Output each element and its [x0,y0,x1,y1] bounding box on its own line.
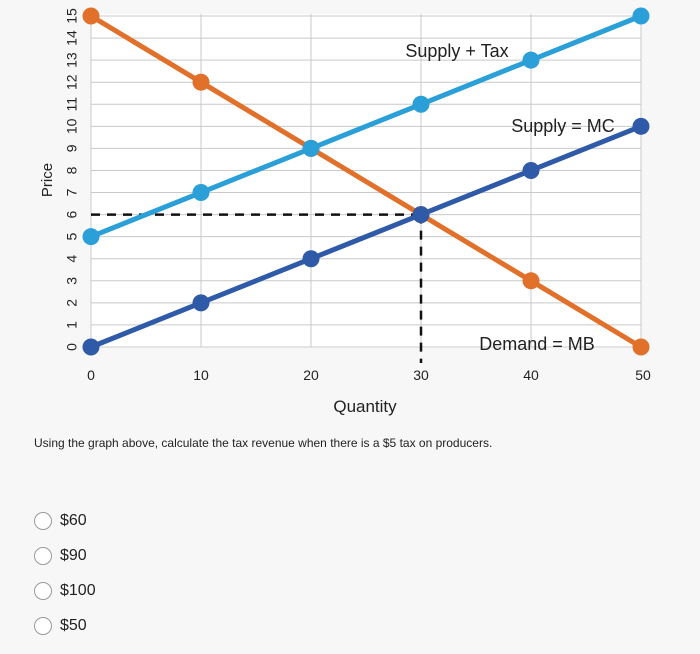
answer-option-90[interactable]: $90 [34,538,96,573]
data-point [412,95,430,113]
series-points [82,7,650,356]
series-label: Demand = MB [479,334,595,354]
y-tick-label: 2 [64,299,80,307]
radio-button[interactable] [34,546,52,565]
y-tick-label: 1 [64,321,80,329]
series-labels: Demand = MB Supply + Tax Supply = MC [405,41,614,354]
series-line-1 [88,13,644,240]
y-tick-label: 7 [64,188,80,196]
data-point [522,161,540,179]
y-tick-label: 6 [64,210,80,218]
data-point [82,228,100,246]
y-tick-label: 3 [64,277,80,285]
y-tick-label: 15 [64,8,80,24]
x-tick-label: 50 [635,367,651,383]
data-point [632,7,650,25]
y-tick-label: 13 [64,52,80,68]
y-tick-label: 8 [64,166,80,174]
radio-button[interactable] [34,581,52,600]
data-point [632,117,650,135]
y-tick-label: 0 [64,343,80,351]
series-label: Supply + Tax [405,41,508,61]
answer-option-label: $90 [60,546,87,564]
x-axis-label: Quantity [333,397,397,416]
series-line-2 [88,123,644,350]
x-tick-label: 30 [413,367,429,383]
x-tick-label: 10 [193,367,209,383]
data-point [82,338,100,356]
x-tick-label: 0 [87,367,95,383]
data-point [192,184,210,202]
radio-button[interactable] [34,511,52,530]
y-tick-label: 10 [64,118,80,134]
y-tick-label: 4 [64,255,80,263]
data-point [302,139,320,157]
answer-option-label: $100 [60,581,96,599]
x-tick-label: 40 [523,367,539,383]
answer-option-60[interactable]: $60 [34,503,96,538]
y-axis-label: Price [39,163,56,197]
x-tick-labels: 0 10 20 30 40 50 [87,367,651,383]
question-text: Using the graph above, calculate the tax… [34,436,493,450]
data-point [522,51,540,69]
data-point [82,7,100,25]
data-point [192,73,210,91]
y-tick-label: 12 [64,74,80,90]
answer-option-50[interactable]: $50 [34,608,96,643]
data-point [192,294,210,312]
y-tick-label: 5 [64,233,80,241]
x-tick-label: 20 [303,367,319,383]
answer-options: $60 $90 $100 $50 [34,503,96,643]
answer-option-label: $50 [60,616,87,634]
y-tick-label: 11 [64,97,80,112]
data-point [522,272,540,290]
y-tick-label: 14 [64,30,80,46]
series-line-0 [88,13,644,350]
series-label: Supply = MC [511,116,615,136]
data-point [302,250,320,268]
data-point [632,338,650,356]
radio-button[interactable] [34,616,52,635]
answer-option-label: $60 [60,511,87,529]
data-point [412,206,430,224]
series-lines [88,13,644,350]
y-tick-label: 9 [64,144,80,152]
answer-option-100[interactable]: $100 [34,573,96,608]
